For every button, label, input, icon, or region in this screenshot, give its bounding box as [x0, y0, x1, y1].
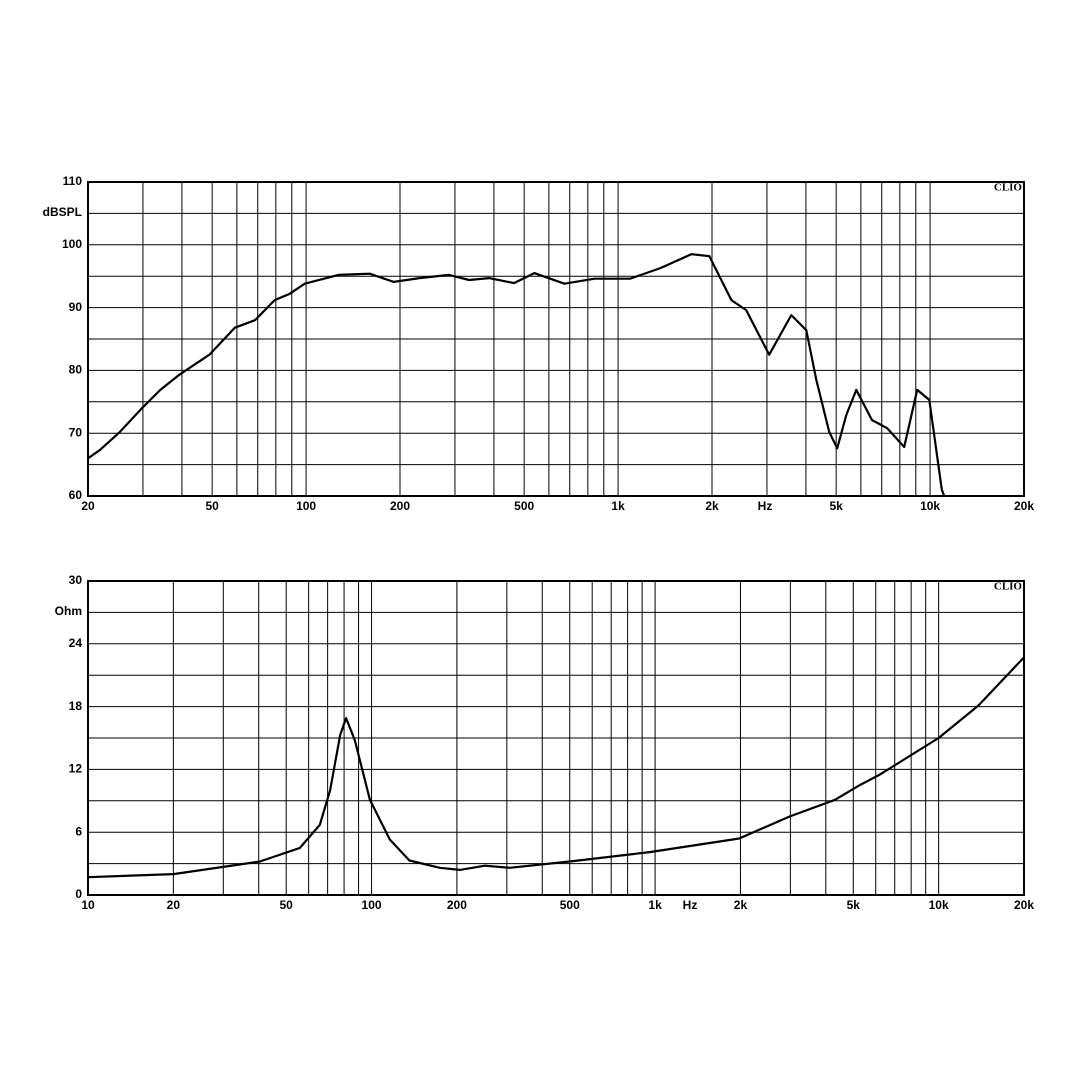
- x-tick-label: 50: [280, 898, 294, 912]
- logo: CLIO: [994, 182, 1023, 194]
- x-tick-label: 500: [514, 499, 534, 513]
- logo: CLIO: [994, 581, 1023, 593]
- x-unit-label: Hz: [683, 898, 698, 912]
- x-tick-label: 5k: [829, 499, 843, 513]
- x-tick-label: 500: [560, 898, 580, 912]
- plot-frame: [87, 580, 1025, 896]
- x-tick-label: 10k: [929, 898, 949, 912]
- x-tick-label: 10: [81, 898, 95, 912]
- response-curve: [87, 253, 946, 497]
- y-tick-label: 100: [62, 237, 82, 251]
- y-tick-label: 6: [75, 824, 82, 838]
- y-tick-label: 90: [69, 300, 83, 314]
- x-tick-label: 10k: [920, 499, 940, 513]
- x-tick-label: 20: [167, 898, 181, 912]
- x-tick-label: 2k: [705, 499, 719, 513]
- x-tick-label: 2k: [734, 898, 748, 912]
- y-tick-label: 24: [69, 636, 83, 650]
- x-tick-label: 100: [296, 499, 316, 513]
- y-tick-label: 12: [69, 762, 83, 776]
- x-tick-label: 20: [81, 499, 95, 513]
- y-tick-label: 0: [75, 887, 82, 901]
- x-unit-label: Hz: [758, 499, 773, 513]
- x-tick-label: 20k: [1014, 898, 1034, 912]
- y-axis-label: Ohm: [55, 604, 82, 618]
- x-tick-label: 5k: [847, 898, 861, 912]
- plot-frame: [87, 181, 1025, 497]
- x-tick-label: 20k: [1014, 499, 1034, 513]
- y-tick-label: 18: [69, 699, 83, 713]
- y-tick-label: 70: [69, 425, 83, 439]
- response-curve: [87, 656, 1025, 879]
- x-tick-label: 200: [390, 499, 410, 513]
- y-tick-label: 80: [69, 363, 83, 377]
- x-tick-label: 1k: [611, 499, 625, 513]
- x-tick-label: 100: [362, 898, 382, 912]
- y-tick-label: 110: [63, 174, 83, 188]
- y-tick-label: 60: [69, 488, 83, 502]
- x-tick-label: 200: [447, 898, 467, 912]
- y-tick-label: 30: [69, 573, 83, 587]
- x-tick-label: 1k: [648, 898, 662, 912]
- y-axis-label: dBSPL: [43, 205, 82, 219]
- x-tick-label: 50: [205, 499, 219, 513]
